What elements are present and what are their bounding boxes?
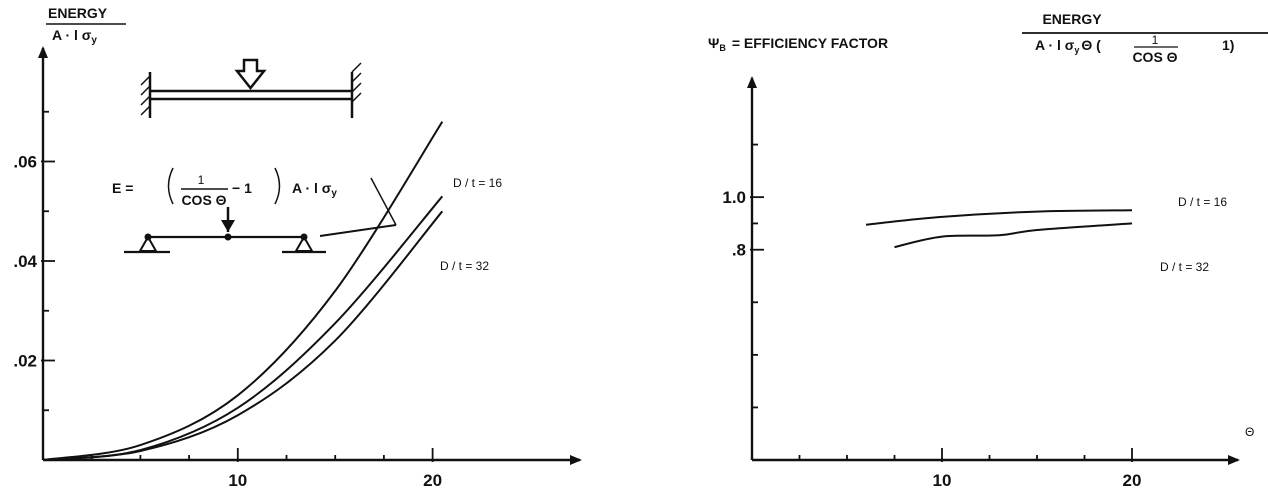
right-title-psi: Ψ bbox=[708, 35, 719, 51]
left-series-e-line bbox=[42, 121, 444, 461]
formula-denominator: COS Θ bbox=[181, 192, 226, 208]
left-formula: E = 1 COS Θ − 1 A · l σy bbox=[112, 167, 337, 208]
left-y-label: ENERGY A · l σy bbox=[46, 5, 126, 46]
right-series-d-t-16-line bbox=[865, 209, 1133, 226]
svg-text:A · l σyΘ (: A · l σy Θ ( bbox=[1035, 37, 1101, 55]
left-y-tick-label: .02 bbox=[13, 352, 37, 371]
formula-rhs: A · l σ bbox=[292, 180, 332, 196]
fixed-beam-diagram bbox=[140, 58, 362, 118]
right-formula-denominator: A · l σ bbox=[1035, 37, 1075, 53]
formula-numerator: 1 bbox=[198, 173, 205, 187]
left-ylabel-denominator: A · l σ bbox=[52, 27, 92, 43]
left-x-tick-label: 20 bbox=[423, 471, 442, 488]
leader-line-upper bbox=[370, 177, 397, 226]
svg-text:ΨB= EFFICIENCY FACTOR: ΨB = EFFICIENCY FACTOR bbox=[708, 35, 888, 53]
load-arrow-icon bbox=[234, 58, 267, 91]
left-tick-labels: 10 20 .02 .04 .06 bbox=[13, 153, 442, 488]
formula-minus-one: − 1 bbox=[232, 180, 252, 196]
left-ylabel-numerator: ENERGY bbox=[48, 5, 108, 21]
right-series-label-32: D / t = 32 bbox=[1160, 260, 1209, 274]
right-formula-den-rest: Θ ( bbox=[1081, 37, 1101, 53]
right-title-subscript: B bbox=[719, 43, 726, 53]
left-y-tick-label: .06 bbox=[13, 153, 37, 172]
right-series-label-16: D / t = 16 bbox=[1178, 195, 1227, 209]
right-y-tick-label: .8 bbox=[732, 241, 746, 260]
right-x-tick-label: 20 bbox=[1123, 471, 1142, 488]
right-chart: ΨB = EFFICIENCY FACTOR ENERGY A · l σy Θ (… bbox=[708, 11, 1268, 488]
left-ylabel-subscript: y bbox=[91, 35, 97, 46]
right-series-d-t-32-line bbox=[894, 222, 1133, 249]
leader-line-lower bbox=[319, 224, 397, 237]
right-title: ΨB = EFFICIENCY FACTOR ENERGY A · l σy Θ (… bbox=[708, 11, 1268, 65]
right-tick-labels: 10 20 .8 1.0 bbox=[722, 188, 1141, 488]
left-ticks bbox=[41, 110, 434, 462]
right-formula-den-subscript: y bbox=[1074, 45, 1079, 55]
left-y-tick-label: .04 bbox=[13, 252, 37, 271]
right-x-tick-label: 10 bbox=[933, 471, 952, 488]
right-formula-inner-numerator: 1 bbox=[1152, 33, 1159, 47]
left-series-label-16: D / t = 16 bbox=[453, 176, 502, 190]
right-axes bbox=[747, 76, 1240, 465]
left-chart: 10 20.02.04.06 ENERGY A · l σy bbox=[13, 5, 582, 488]
right-formula-numerator: ENERGY bbox=[1042, 11, 1102, 27]
svg-text:A · l σy: A · l σy bbox=[292, 180, 337, 199]
right-y-tick-label: 1.0 bbox=[722, 188, 746, 207]
svg-text:A · l σy: A · l σy bbox=[52, 27, 97, 46]
right-ticks bbox=[750, 143, 1133, 462]
right-curves bbox=[865, 209, 1133, 249]
simple-beam-diagram bbox=[124, 177, 397, 254]
left-x-tick-label: 10 bbox=[228, 471, 247, 488]
right-x-axis-label: Θ bbox=[1245, 425, 1254, 439]
left-curves bbox=[42, 121, 444, 461]
formula-rhs-subscript: y bbox=[331, 188, 337, 199]
right-formula-tail: 1) bbox=[1222, 37, 1234, 53]
left-series-d-t-32-line bbox=[42, 210, 444, 461]
left-series-label-32: D / t = 32 bbox=[440, 259, 489, 273]
right-formula-inner-denominator: COS Θ bbox=[1132, 49, 1177, 65]
left-series-d-t-16-line bbox=[42, 195, 444, 461]
formula-lhs: E = bbox=[112, 180, 133, 196]
right-title-text: = EFFICIENCY FACTOR bbox=[732, 35, 888, 51]
left-axes bbox=[38, 46, 582, 465]
